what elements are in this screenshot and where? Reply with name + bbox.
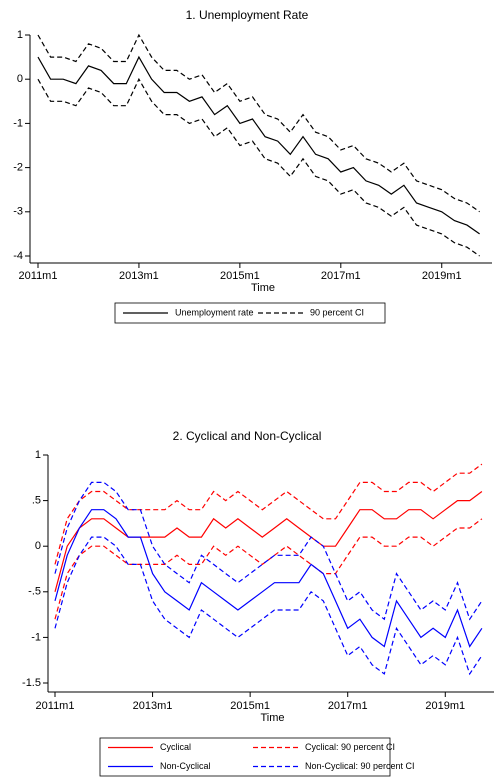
x-tick-label: 2011m1 <box>19 270 58 282</box>
series-line <box>54 491 483 592</box>
y-tick-label: -.5 <box>28 586 41 598</box>
legend-label: 90 percent CI <box>310 307 364 317</box>
ci-line <box>54 536 483 676</box>
x-tick-label: 2011m1 <box>36 700 75 712</box>
y-tick-label: -3 <box>13 206 23 218</box>
x-tick-label: 2013m1 <box>133 700 173 712</box>
series-line <box>54 509 483 648</box>
x-tick-label: 2015m1 <box>220 270 260 282</box>
ci-line <box>54 518 483 620</box>
y-tick-label: 1 <box>17 29 23 41</box>
legend-box <box>114 302 386 324</box>
legend-label: Non-Cyclical: 90 percent CI <box>305 761 415 771</box>
ci-line <box>54 463 483 565</box>
legend-label: Non-Cyclical <box>160 761 211 771</box>
x-tick-label: 2017m1 <box>328 700 368 712</box>
legend-label: Unemployment rate <box>175 307 254 317</box>
x-axis-title: Time <box>251 282 275 294</box>
y-tick-label: -2 <box>13 162 23 174</box>
chart-title: 2. Cyclical and Non-Cyclical <box>173 429 322 443</box>
legend-label: Cyclical <box>160 742 191 752</box>
ci-line <box>37 33 480 213</box>
y-tick-label: -4 <box>13 250 23 262</box>
legend-box <box>99 737 391 777</box>
y-tick-label: -1 <box>31 631 41 643</box>
y-tick-label: 0 <box>17 73 23 85</box>
y-tick-label: .5 <box>32 495 41 507</box>
y-tick-label: 1 <box>35 449 41 461</box>
y-tick-label: -1 <box>13 117 23 129</box>
x-tick-label: 2019m1 <box>422 270 462 282</box>
legend-label: Cyclical: 90 percent CI <box>305 742 395 752</box>
ci-line <box>54 481 483 621</box>
x-tick-label: 2013m1 <box>119 270 159 282</box>
chart-title: 1. Unemployment Rate <box>186 8 309 22</box>
x-tick-label: 2017m1 <box>321 270 361 282</box>
x-tick-label: 2019m1 <box>425 700 465 712</box>
x-axis-title: Time <box>260 712 284 724</box>
ci-line <box>37 77 480 257</box>
y-tick-label: 0 <box>35 540 41 552</box>
series-line <box>37 55 480 235</box>
x-tick-label: 2015m1 <box>230 700 270 712</box>
y-tick-label: -1.5 <box>22 677 41 689</box>
